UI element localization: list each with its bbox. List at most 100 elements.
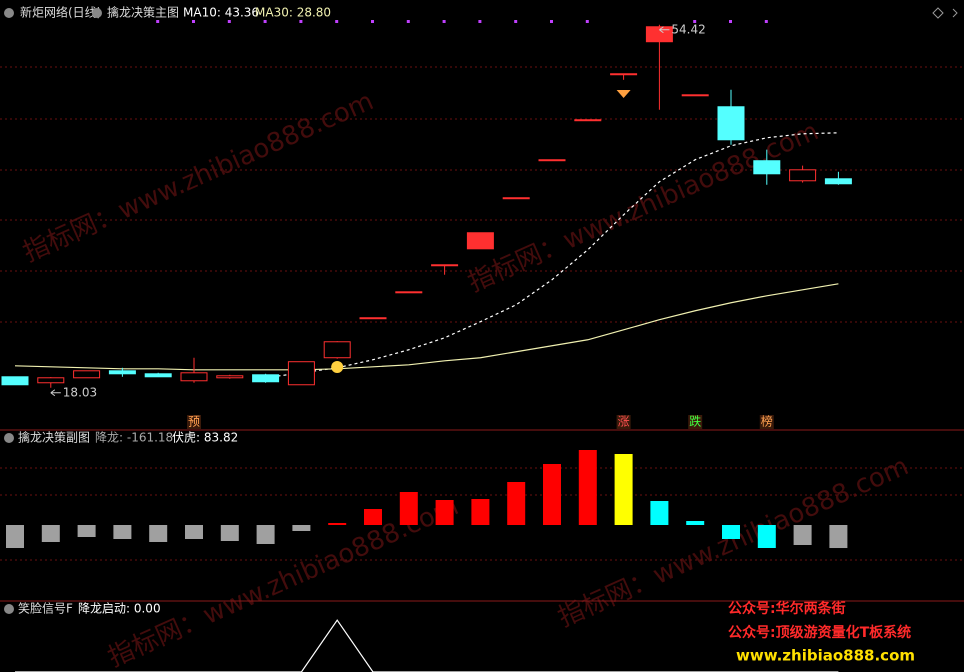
signal-label: 预 [188, 415, 200, 429]
bar [543, 464, 561, 525]
panel-menu-icon[interactable] [4, 604, 14, 614]
bar [41, 525, 60, 542]
candle-body [824, 178, 852, 185]
candle-body [108, 370, 136, 375]
panel-menu-icon[interactable] [92, 8, 102, 18]
candle-body [287, 361, 315, 386]
annotation-arrow [659, 26, 670, 34]
candle-body [610, 73, 638, 76]
signal-dot [227, 20, 231, 23]
bar [650, 501, 669, 525]
panel-title: 擒龙决策副图 [18, 430, 90, 445]
bar [292, 525, 311, 531]
panel-title: 擒龙决策主图 [107, 5, 179, 20]
window-controls[interactable] [932, 7, 958, 19]
stock-name: 新炬网络(日线) [20, 5, 101, 20]
bar [793, 525, 812, 545]
signal-dot [764, 20, 768, 23]
candle-body [431, 264, 459, 267]
signal-dot [156, 20, 160, 23]
candle-body [180, 372, 208, 382]
signal-dot [729, 20, 732, 23]
signal-dot [693, 20, 697, 23]
candle-body [323, 341, 351, 359]
candle-body [359, 317, 387, 320]
candle-body [216, 375, 244, 379]
bar [757, 525, 776, 548]
bar [256, 525, 275, 544]
candle-body [144, 373, 172, 378]
bar [220, 525, 239, 541]
signal-dot [550, 20, 553, 23]
candle-body [1, 376, 29, 386]
signal-label: 涨 [618, 414, 630, 429]
legend-ma30: MA30: 28.80 [255, 6, 331, 20]
candle-body [789, 169, 817, 182]
bar [149, 525, 168, 542]
signal-box [759, 415, 774, 429]
bar [399, 492, 418, 525]
bar [722, 525, 740, 539]
bar [471, 499, 490, 525]
bar [6, 525, 24, 548]
price-annotation: 54.42 [671, 22, 705, 36]
promo-text: 公众号:顶级游资量化T板系统 [728, 624, 911, 641]
candle-body [37, 377, 65, 384]
grid [0, 66, 964, 561]
candle-body [466, 232, 494, 250]
signal-box [688, 415, 703, 429]
candle-body [538, 159, 566, 162]
signal-dot [335, 20, 339, 23]
candle-body [753, 160, 781, 175]
panel-title: 笑脸信号F [18, 601, 73, 616]
bar [435, 500, 454, 525]
promo-url: www.zhibiao888.com [736, 647, 915, 665]
signal-box [616, 415, 631, 429]
bar [686, 521, 705, 525]
bar [185, 525, 203, 539]
signal-box [187, 415, 201, 429]
signal-dot [263, 20, 267, 23]
candle-body [645, 26, 673, 43]
legend-ma10: MA10: 43.36 [183, 6, 259, 20]
signal-label: 跌 [689, 414, 701, 429]
legend-jianglong: 降龙: -161.18 [95, 431, 173, 445]
candle-body [252, 374, 280, 383]
legend-fuhu: 伏虎: 83.82 [172, 431, 238, 445]
signal-dot [406, 20, 410, 23]
bar [578, 450, 597, 525]
promo-text: 公众号:华尔两条街 [728, 600, 846, 617]
bar [614, 454, 633, 525]
bar [77, 525, 96, 537]
signal-dot [371, 20, 374, 23]
signal-label: 榜 [761, 414, 773, 429]
legend-signal: 降龙启动: 0.00 [78, 602, 161, 616]
candle-body [681, 94, 709, 97]
diamond-icon [616, 90, 631, 98]
candle-body [574, 119, 602, 122]
panel-menu-icon[interactable] [4, 433, 14, 443]
bar [113, 525, 132, 539]
bar [507, 482, 526, 525]
candle-body [73, 370, 101, 379]
candle-body [502, 197, 530, 200]
panel-menu-icon[interactable] [4, 8, 14, 18]
bar [328, 523, 347, 525]
signal-dot [192, 20, 195, 23]
bar [829, 525, 848, 549]
smiley-icon [331, 361, 344, 373]
ma-line [14, 283, 839, 371]
price-annotation: 18.03 [63, 385, 97, 399]
signal-dot [442, 20, 446, 23]
signal-dot [299, 20, 303, 23]
signal-dot [478, 20, 482, 23]
bar [364, 509, 382, 525]
ma-line [265, 132, 839, 379]
candle-body [395, 291, 423, 294]
signal-dot [514, 20, 518, 23]
annotation-arrow [50, 389, 61, 397]
candle-body [717, 106, 745, 141]
signal-dot [585, 20, 589, 23]
